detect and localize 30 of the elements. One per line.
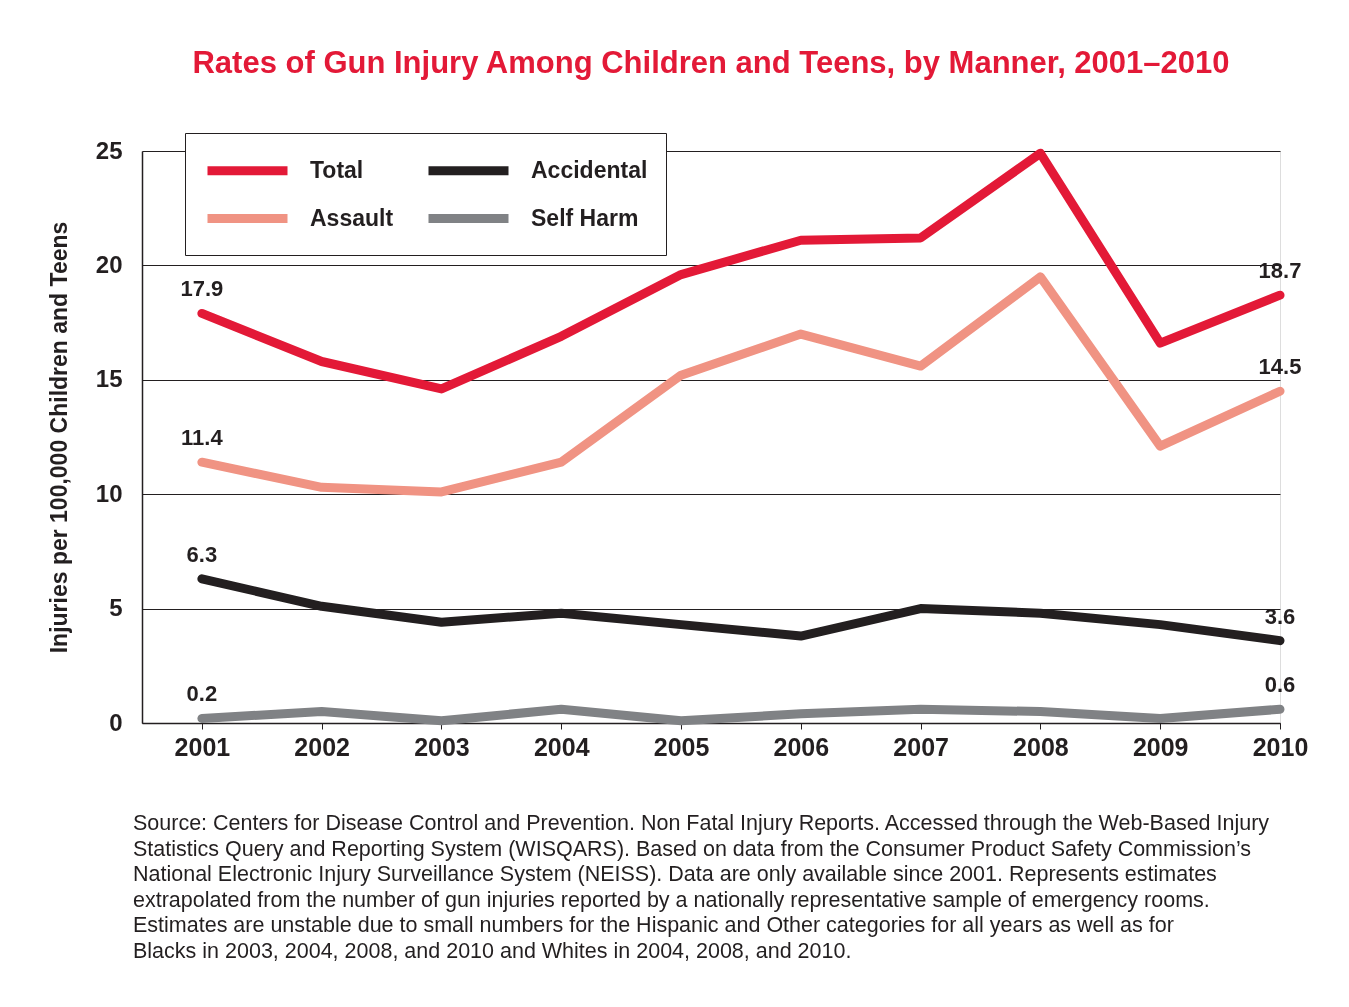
x-tick-label: 2005 xyxy=(653,732,710,761)
y-tick-label: 15 xyxy=(95,365,123,393)
y-tick-label: 5 xyxy=(109,594,123,622)
x-tick-label: 2003 xyxy=(414,732,470,761)
x-tick-label: 2007 xyxy=(893,732,949,761)
data-label: 6.3 xyxy=(186,541,218,567)
legend-label: Accidental xyxy=(531,156,648,183)
source-note: Source: Centers for Disease Control and Prevention. Non Fatal Injury Reports. Accessed through the Web-Based Injury Statistics Query and Reporting System (WISQARS). Based on data from the Consumer Product Safety Commission’s National Electronic Injury Surveillance System (NEISS). Data are only available since 2001. Represents estimates extrapolated from the number of gun injuries reported by a nationally representative sample of emergency rooms. Estimates are unstable due to small numbers for the Hispanic and Other categories for all years as well as for Blacks in 2003, 2004, 2008, and 2010 and Whites in 2004, 2008, and 2010. xyxy=(133,811,1270,963)
x-tick-label: 2004 xyxy=(533,732,590,761)
y-tick-label: 25 xyxy=(95,136,123,164)
x-tick-label: 2006 xyxy=(773,732,830,761)
data-label: 3.6 xyxy=(1264,603,1296,629)
data-label: 0.2 xyxy=(186,681,218,707)
y-tick-label: 10 xyxy=(95,479,123,507)
x-tick-label: 2002 xyxy=(294,732,350,761)
legend-label: Self Harm xyxy=(531,204,639,231)
data-label: 14.5 xyxy=(1258,354,1302,380)
x-tick-label: 2009 xyxy=(1132,732,1189,761)
x-tick-label: 2001 xyxy=(174,732,231,761)
data-label: 17.9 xyxy=(180,276,224,302)
y-tick-label: 0 xyxy=(109,708,123,736)
x-tick-label: 2008 xyxy=(1013,732,1069,761)
legend-label: Assault xyxy=(310,204,394,231)
y-tick-label: 20 xyxy=(95,250,123,278)
x-tick-label: 2010 xyxy=(1252,732,1309,761)
legend-label: Total xyxy=(310,156,364,183)
data-label: 0.6 xyxy=(1264,672,1296,698)
chart-title: Rates of Gun Injury Among Children and Teens, by Manner, 2001–2010 xyxy=(192,44,1230,80)
data-label: 11.4 xyxy=(181,425,224,451)
y-axis-title: Injuries per 100,000 Children and Teens xyxy=(45,221,72,654)
